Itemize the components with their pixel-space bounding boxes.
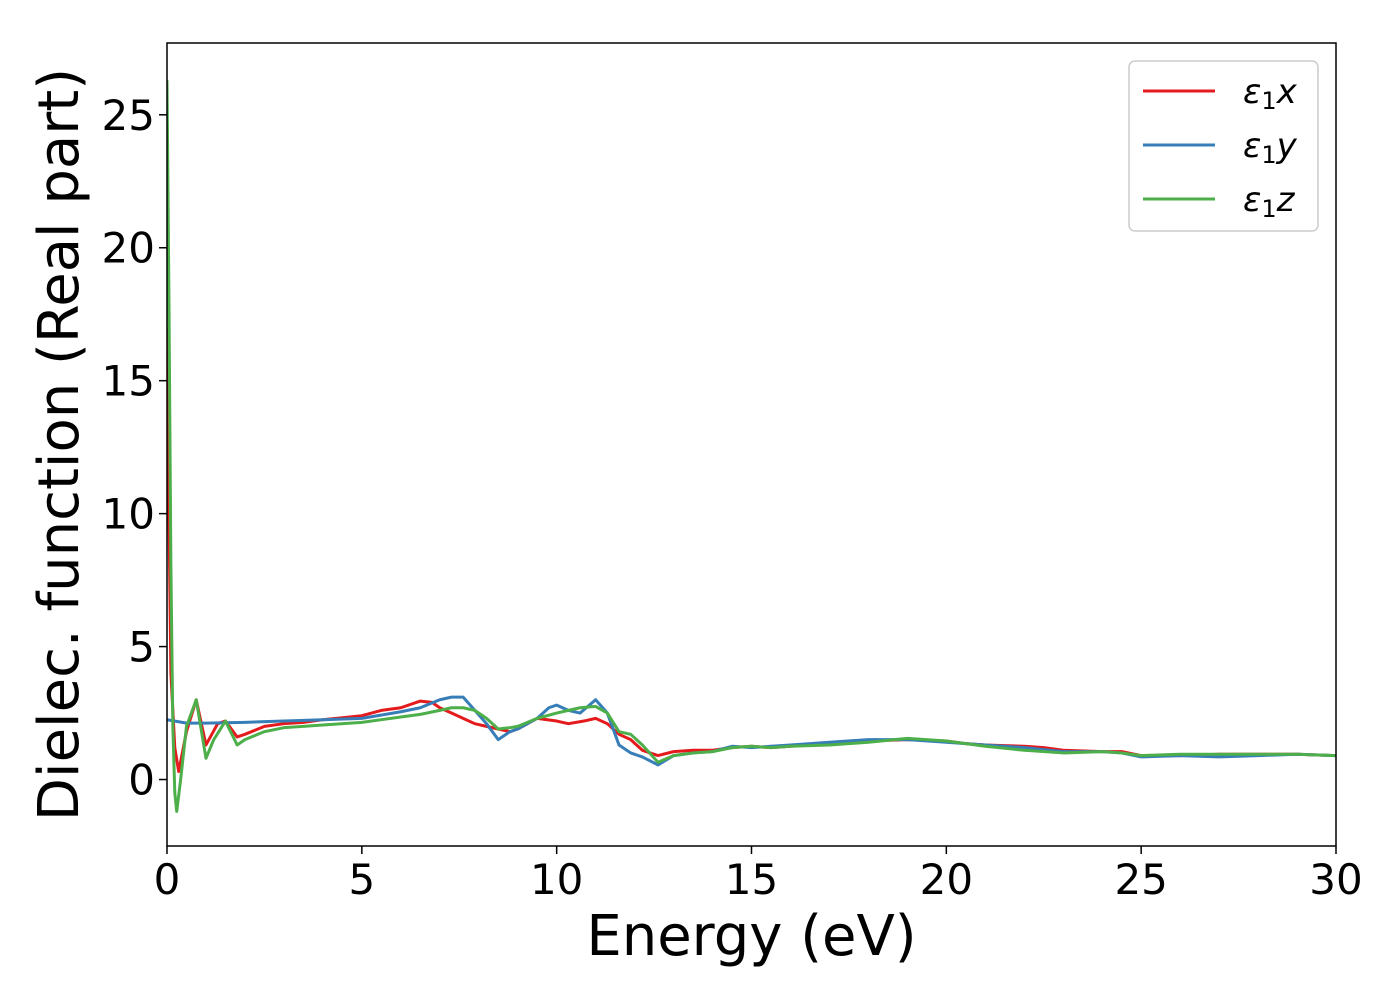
y-axis-ticks: 0 5 10 15 20 25 — [102, 91, 167, 805]
x-tick-label: 0 — [154, 855, 181, 904]
x-tick-label: 25 — [1114, 855, 1167, 904]
legend: ε1x ε1y ε1z — [1128, 60, 1319, 232]
y-tick-label: 10 — [102, 490, 155, 539]
x-tick-label: 5 — [348, 855, 375, 904]
y-axis-title: Dielec. function (Real part) — [27, 68, 92, 821]
y-tick-label: 0 — [128, 756, 155, 805]
legend-label: ε1x — [1243, 72, 1298, 115]
x-axis-ticks: 0 5 10 15 20 25 30 — [154, 846, 1363, 904]
y-tick-label: 20 — [102, 224, 155, 273]
y-tick-label: 15 — [102, 357, 155, 406]
series-line-x — [167, 327, 1336, 774]
series-line-y — [167, 695, 1336, 767]
x-axis-title: Energy (eV) — [586, 904, 916, 969]
x-tick-label: 20 — [920, 855, 973, 904]
x-tick-label: 30 — [1309, 855, 1362, 904]
x-tick-label: 15 — [725, 855, 778, 904]
series-line-z — [167, 80, 1336, 813]
legend-label: ε1y — [1243, 126, 1298, 169]
series-layer — [167, 80, 1336, 813]
y-tick-label: 5 — [128, 623, 155, 672]
legend-box — [1128, 60, 1319, 232]
x-tick-label: 10 — [530, 855, 583, 904]
y-tick-label: 25 — [102, 91, 155, 140]
legend-label: ε1z — [1243, 180, 1296, 223]
